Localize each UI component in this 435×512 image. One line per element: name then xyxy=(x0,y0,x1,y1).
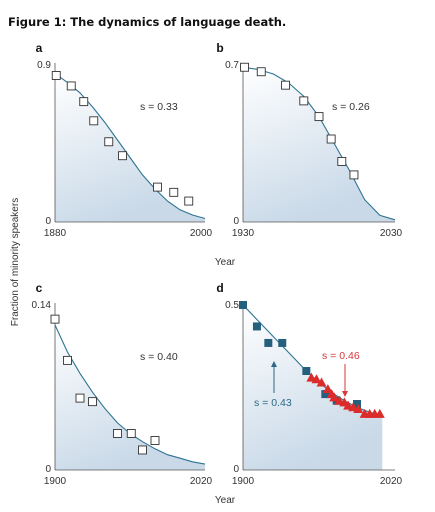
data-point-triangle xyxy=(316,377,327,387)
annotation-s-blue: s = 0.43 xyxy=(254,397,292,409)
y-tick-label: 0 xyxy=(45,216,51,227)
y-tick-label: 0.7 xyxy=(225,60,239,71)
data-point xyxy=(50,314,60,324)
y-axis-title: Fraction of minority speakers xyxy=(10,198,21,326)
data-point xyxy=(349,170,359,180)
area-fill-d xyxy=(243,305,383,470)
data-point xyxy=(314,112,324,122)
x-axis-title-bottom: Year xyxy=(215,495,236,506)
data-point xyxy=(337,156,347,166)
x-tick-label: 2020 xyxy=(190,476,213,487)
x-tick-label: 1930 xyxy=(232,228,255,239)
x-tick-label: 2000 xyxy=(190,228,213,239)
data-point-square xyxy=(239,301,247,309)
panel-letter-a: a xyxy=(36,41,43,55)
data-point xyxy=(281,80,291,90)
y-tick-label: 0.5 xyxy=(225,300,239,311)
y-tick-label: 0.14 xyxy=(32,300,52,311)
panel-letter-c: c xyxy=(36,281,43,295)
data-point xyxy=(75,393,85,403)
area-fill-c xyxy=(55,325,205,470)
area-fill-b xyxy=(243,67,395,222)
x-axis-title-top: Year xyxy=(215,257,236,268)
x-tick-label: 2030 xyxy=(380,228,403,239)
annotation-s: s = 0.40 xyxy=(140,351,178,363)
data-point xyxy=(240,62,249,72)
data-point-square xyxy=(353,400,361,408)
data-point-triangle xyxy=(353,403,364,413)
data-point xyxy=(326,134,336,144)
data-point xyxy=(88,397,97,407)
data-point xyxy=(153,182,162,192)
x-tick-label: 1900 xyxy=(44,476,67,487)
data-point xyxy=(51,71,61,80)
data-point xyxy=(169,187,179,197)
data-point-triangle xyxy=(374,408,385,418)
x-tick-label: 2020 xyxy=(380,476,403,487)
data-point xyxy=(138,445,147,455)
y-tick-label: 0 xyxy=(233,216,239,227)
data-point-square xyxy=(321,390,330,399)
data-point-square xyxy=(302,367,311,375)
annotation-s-red: s = 0.46 xyxy=(322,350,360,362)
data-point-triangle xyxy=(322,384,333,394)
data-point-square xyxy=(252,322,261,331)
y-tick-label: 0 xyxy=(233,464,239,475)
data-point xyxy=(79,97,89,107)
panel-letter-b: b xyxy=(216,41,223,55)
y-tick-label: 0.9 xyxy=(37,60,51,71)
area-fill-a xyxy=(55,73,205,222)
y-tick-label: 0 xyxy=(45,464,51,475)
data-point xyxy=(256,67,266,77)
data-point xyxy=(113,429,122,438)
data-point xyxy=(104,137,114,147)
data-point-triangle xyxy=(329,392,340,402)
x-tick-label: 1880 xyxy=(44,228,67,239)
data-point xyxy=(118,151,127,161)
x-tick-label: 1900 xyxy=(232,476,255,487)
panel-letter-d: d xyxy=(216,281,223,295)
figure-title: Figure 1: The dynamics of language death… xyxy=(8,15,286,29)
data-point xyxy=(184,196,194,206)
data-point xyxy=(89,116,99,126)
model-curve-a xyxy=(54,73,206,220)
data-point xyxy=(66,81,76,91)
annotation-s: s = 0.33 xyxy=(140,101,178,113)
annotation-s: s = 0.26 xyxy=(332,101,370,113)
data-point xyxy=(150,436,160,445)
data-point xyxy=(63,355,72,365)
data-point-square xyxy=(264,338,273,347)
data-point xyxy=(299,96,309,106)
data-point-triangle xyxy=(311,374,322,384)
data-point xyxy=(126,429,136,438)
data-point-square xyxy=(278,338,287,347)
